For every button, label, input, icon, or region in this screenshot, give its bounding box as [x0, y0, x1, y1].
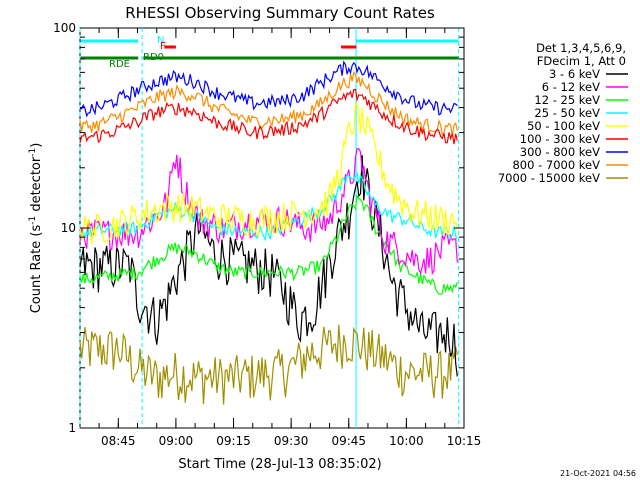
series-line [79, 71, 458, 137]
series-line [79, 88, 458, 145]
legend-header-line-1: Det 1,3,4,5,6,9, [536, 41, 626, 55]
series-line [79, 324, 458, 405]
y-axis-label-close: ) [29, 143, 44, 148]
series-line [79, 155, 458, 377]
y-axis-label-exp-2: -1 [28, 148, 38, 157]
series-line [79, 171, 458, 242]
state-bar-label: RD0 [143, 52, 164, 63]
series-line [79, 102, 458, 245]
state-bar-label: RDE [109, 59, 130, 70]
x-tick-label: 09:45 [331, 434, 366, 448]
chart-title: RHESSI Observing Summary Count Rates [125, 4, 435, 22]
y-tick-label: 100 [53, 21, 76, 35]
legend: Det 1,3,4,5,6,9, FDecim 1, Att 0 3 - 6 k… [498, 41, 628, 185]
y-tick-label: 10 [61, 221, 76, 235]
y-axis-label-main: Count Rate (s [29, 225, 44, 314]
x-axis-label: Start Time (28-Jul-13 08:35:02) [178, 457, 381, 472]
state-bar-label: F [160, 41, 166, 52]
x-tick-label: 09:30 [274, 434, 309, 448]
state-bar-label: N [157, 35, 164, 46]
y-axis-label: Count Rate (s-1 detector-1) [28, 143, 44, 314]
x-axis-ticks: 08:45 09:00 09:15 09:30 09:45 10:00 10:15 [98, 28, 482, 448]
series-group [79, 60, 458, 405]
svg-text:Count Rate (s-1 detector-1): Count Rate (s-1 detector-1) [28, 143, 44, 314]
legend-entry-label: 7000 - 15000 keV [498, 171, 600, 185]
legend-header-line-2: FDecim 1, Att 0 [537, 54, 626, 68]
legend-entry-label: 12 - 25 keV [534, 93, 600, 107]
y-axis-label-rest: detector [29, 156, 44, 216]
y-axis-ticks: 1 10 100 [53, 21, 464, 435]
x-tick-label: 08:45 [101, 434, 136, 448]
x-tick-label: 09:15 [216, 434, 251, 448]
x-tick-label: 10:15 [447, 434, 482, 448]
y-tick-label: 1 [68, 421, 76, 435]
legend-entry-label: 300 - 800 keV [520, 145, 600, 159]
y-axis-label-exp: -1 [28, 216, 38, 225]
legend-entry-label: 25 - 50 keV [534, 106, 600, 120]
series-line [79, 194, 458, 295]
legend-entry-label: 50 - 100 keV [527, 119, 600, 133]
x-tick-label: 09:00 [159, 434, 194, 448]
footer-date: 21-Oct-2021 04:56 [560, 469, 636, 478]
series-line [79, 60, 458, 118]
legend-entry-label: 6 - 12 keV [542, 80, 600, 94]
legend-entry-label: 800 - 7000 keV [512, 158, 600, 172]
legend-entry-label: 100 - 300 keV [520, 132, 600, 146]
x-tick-label: 10:00 [389, 434, 424, 448]
legend-entry-label: 3 - 6 keV [549, 67, 600, 81]
